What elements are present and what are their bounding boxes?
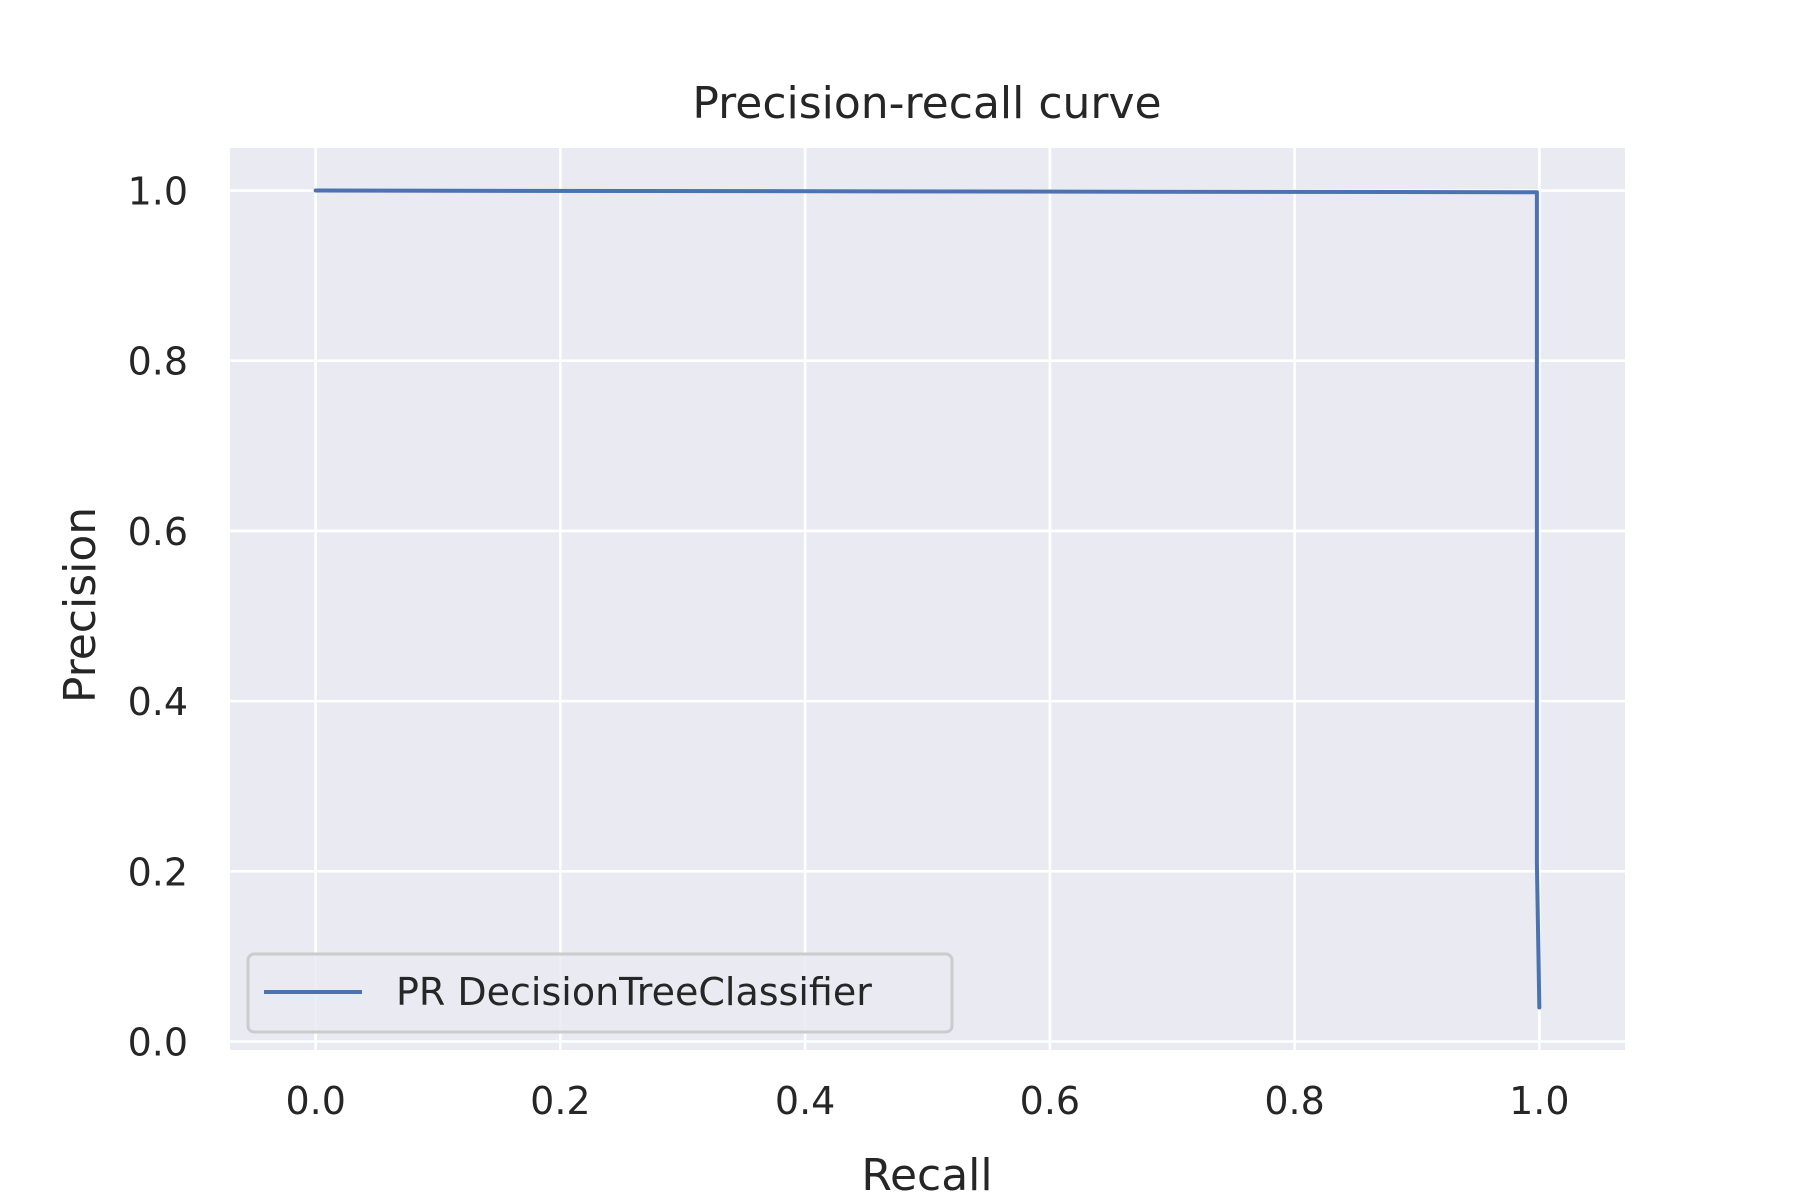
x-tick-labels: 0.0 0.2 0.4 0.6 0.8 1.0 [285,1079,1569,1123]
legend-box [246,952,954,1034]
plot-area [230,148,1625,1050]
y-tick-label: 0.6 [128,510,188,554]
x-tick-label: 0.8 [1264,1079,1324,1123]
y-tick-label: 0.8 [128,340,188,384]
series-layer [313,188,1542,1010]
x-tick-label: 1.0 [1509,1079,1569,1123]
x-tick-label: 0.6 [1020,1079,1080,1123]
legend: PR DecisionTreeClassifier [246,952,954,1034]
y-tick-label: 0.2 [128,850,188,894]
y-axis-label: Precision [55,507,106,703]
y-tick-label: 0.4 [128,680,188,724]
x-axis-label: Recall [861,1150,992,1200]
y-tick-labels: 0.0 0.2 0.4 0.6 0.8 1.0 [128,170,188,1065]
series-line-pr-decisiontreeclassifier [313,188,1542,1010]
y-tick-label: 1.0 [128,170,188,214]
x-tick-label: 0.2 [530,1079,590,1123]
x-tick-label: 0.4 [775,1079,835,1123]
legend-label-pr-decisiontreeclassifier: PR DecisionTreeClassifier [396,970,872,1014]
chart-title: Precision-recall curve [692,78,1161,129]
x-tick-label: 0.0 [285,1079,345,1123]
y-tick-label: 0.0 [128,1020,188,1064]
